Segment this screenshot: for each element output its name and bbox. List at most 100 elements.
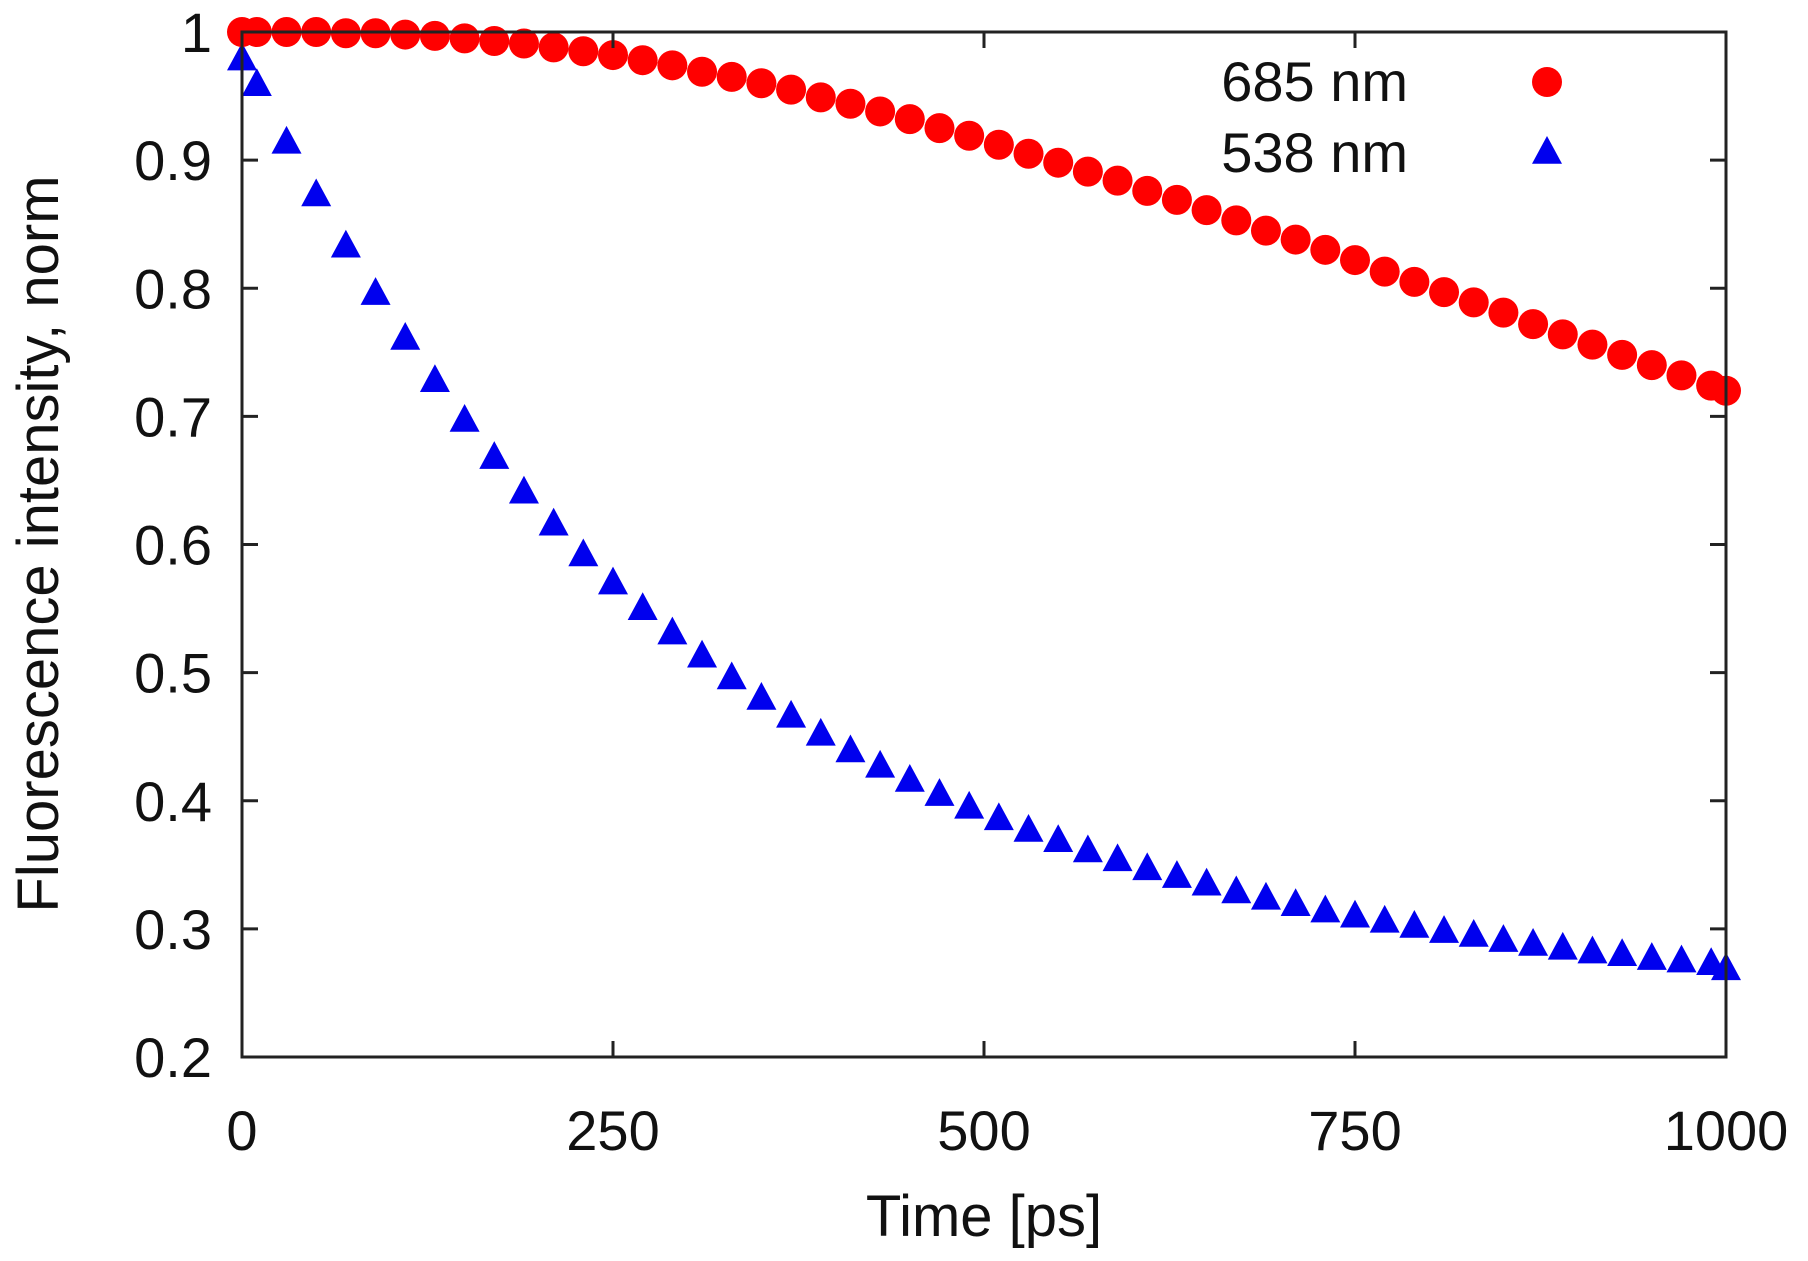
x-axis-title: Time [ps] [866, 1184, 1102, 1249]
y-tick-label: 0.8 [134, 257, 212, 320]
data-point-538-nm [865, 749, 896, 778]
data-point-685-nm [1547, 319, 1578, 350]
legend-label-538-nm: 538 nm [1221, 121, 1408, 184]
data-point-685-nm [419, 20, 450, 51]
data-point-538-nm [1577, 935, 1608, 964]
data-point-538-nm [390, 321, 421, 350]
y-axis-title: Fluorescence intensity, norm [6, 175, 71, 912]
data-point-538-nm [1666, 944, 1697, 973]
axis-ticks [240, 30, 1728, 1059]
data-point-685-nm [1191, 195, 1222, 226]
data-point-538-nm [1250, 881, 1281, 910]
data-point-685-nm [479, 25, 510, 56]
data-point-685-nm [1013, 138, 1044, 169]
data-point-538-nm [1102, 843, 1133, 872]
data-point-685-nm [1458, 287, 1489, 318]
data-point-538-nm [1221, 875, 1252, 904]
data-point-685-nm [1340, 245, 1370, 276]
data-point-685-nm [1221, 205, 1252, 236]
data-point-538-nm [983, 802, 1014, 831]
y-tick-label: 1 [181, 1, 212, 64]
data-point-538-nm [271, 125, 302, 154]
data-point-538-nm [241, 68, 272, 96]
data-point-685-nm [865, 96, 896, 127]
data-point-538-nm [1547, 931, 1578, 960]
data-point-538-nm [419, 364, 450, 392]
data-point-685-nm [1607, 339, 1638, 370]
legend-marker-685-nm [1532, 67, 1562, 97]
data-point-685-nm [1518, 309, 1549, 340]
data-point-685-nm [1636, 350, 1667, 381]
y-tick-label: 0.3 [134, 898, 212, 961]
data-point-538-nm [598, 566, 628, 595]
data-point-538-nm [1280, 888, 1311, 916]
data-point-685-nm [1161, 184, 1192, 215]
data-point-685-nm [449, 23, 480, 54]
data-point-538-nm [894, 763, 925, 792]
data-point-538-nm [1399, 910, 1430, 938]
data-point-538-nm [330, 229, 361, 258]
series-538-nm [227, 42, 1741, 981]
data-point-538-nm [716, 661, 747, 690]
data-point-685-nm [716, 61, 747, 92]
data-point-685-nm [390, 19, 421, 50]
x-tick-label: 500 [937, 1099, 1030, 1162]
x-tick-label: 1000 [1664, 1099, 1789, 1162]
data-point-538-nm [776, 699, 807, 728]
data-point-538-nm [1310, 894, 1341, 923]
data-point-685-nm [598, 40, 628, 71]
y-tick-label: 0.9 [134, 129, 212, 192]
data-point-538-nm [568, 538, 599, 567]
data-point-538-nm [1518, 927, 1549, 956]
data-point-685-nm [508, 28, 539, 59]
legend-marker-538-nm [1532, 136, 1562, 164]
y-tick-label: 0.6 [134, 514, 212, 577]
data-point-538-nm [1191, 867, 1222, 896]
legend: 685 nm 538 nm [1221, 50, 1562, 184]
y-tick-label: 0.7 [134, 385, 212, 448]
data-point-685-nm [1132, 175, 1163, 206]
x-tick-label: 0 [226, 1099, 257, 1162]
data-point-538-nm [449, 403, 480, 432]
data-point-685-nm [1102, 165, 1133, 196]
data-point-538-nm [1488, 924, 1519, 952]
data-marks [227, 17, 1741, 981]
data-point-685-nm [1399, 266, 1430, 297]
data-point-685-nm [835, 88, 866, 119]
data-point-685-nm [805, 82, 836, 113]
data-point-538-nm [1458, 919, 1489, 947]
data-point-538-nm [1607, 938, 1638, 966]
y-tick-label: 0.2 [134, 1026, 212, 1089]
plot-frame [240, 30, 1728, 1059]
axis-tick-labels: 0 250 500 750 1000 0.2 0.3 0.4 0.5 0.6 0.7 0.8 0.9 1 [134, 1, 1788, 1162]
data-point-538-nm [538, 507, 569, 536]
data-point-685-nm [776, 74, 807, 105]
data-point-685-nm [1072, 156, 1103, 187]
data-point-685-nm [1429, 277, 1460, 308]
data-point-538-nm [746, 681, 777, 710]
data-point-538-nm [1429, 915, 1460, 943]
data-point-685-nm [1666, 360, 1697, 391]
data-point-538-nm [924, 778, 955, 806]
legend-markers [1532, 67, 1562, 164]
data-point-685-nm [538, 32, 569, 63]
legend-label-685-nm: 685 nm [1221, 50, 1408, 113]
y-tick-label: 0.4 [134, 770, 212, 833]
data-point-538-nm [1340, 899, 1370, 928]
data-point-538-nm [301, 178, 332, 207]
data-point-685-nm [1488, 297, 1519, 328]
y-tick-label: 0.5 [134, 642, 212, 705]
data-point-538-nm [1132, 852, 1163, 881]
data-point-685-nm [1043, 147, 1074, 178]
series-685-nm [227, 17, 1741, 406]
data-point-685-nm [657, 50, 688, 81]
data-point-538-nm [805, 717, 836, 746]
data-point-538-nm [1369, 904, 1400, 933]
data-point-538-nm [835, 734, 866, 763]
data-point-538-nm [687, 639, 718, 668]
data-point-685-nm [983, 129, 1014, 160]
data-point-685-nm [1250, 215, 1281, 246]
x-tick-label: 750 [1308, 1099, 1401, 1162]
data-point-538-nm [1161, 860, 1192, 888]
